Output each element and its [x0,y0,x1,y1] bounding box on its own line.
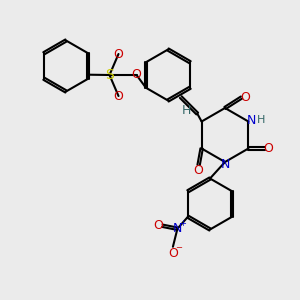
Text: N: N [173,222,182,235]
Text: S: S [105,68,114,82]
Text: −: − [175,244,182,253]
Text: N: N [220,158,230,172]
Text: H: H [182,104,191,117]
Text: N: N [247,113,256,127]
Text: H: H [257,115,265,125]
Text: O: O [114,89,123,103]
Text: O: O [263,142,273,155]
Text: O: O [168,247,178,260]
Text: O: O [240,91,250,104]
Text: O: O [132,68,141,82]
Text: O: O [153,219,163,232]
Text: O: O [194,164,204,178]
Text: O: O [114,47,123,61]
Text: +: + [179,219,186,228]
